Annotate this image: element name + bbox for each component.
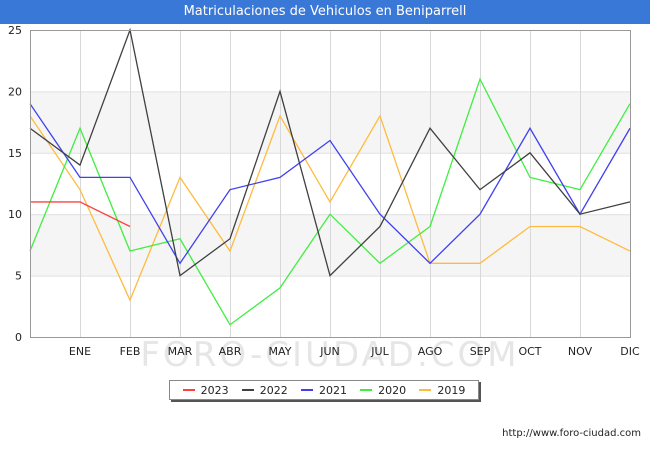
y-tick-label: 15 bbox=[8, 147, 22, 160]
x-tick-label: ENE bbox=[69, 345, 91, 358]
legend-swatch bbox=[360, 389, 373, 391]
series-line-2019 bbox=[29, 114, 631, 302]
x-tick-label: AGO bbox=[418, 345, 443, 358]
series-line-2021 bbox=[29, 103, 631, 265]
legend-item-2020: 2020 bbox=[360, 384, 406, 397]
legend-item-2022: 2022 bbox=[241, 383, 288, 397]
x-tick-label: DIC bbox=[620, 345, 640, 358]
x-tick-label: MAR bbox=[168, 345, 193, 358]
legend-label: 2023 bbox=[200, 383, 229, 397]
x-tick-label: JUN bbox=[319, 345, 340, 358]
legend-label: 2022 bbox=[259, 383, 288, 397]
series-line-2023 bbox=[30, 201, 131, 228]
legend-label: 2020 bbox=[378, 383, 407, 397]
x-tick-label: JUL bbox=[370, 345, 389, 358]
legend-item-2019: 2019 bbox=[419, 384, 465, 397]
x-tick-label: ABR bbox=[219, 345, 242, 358]
legend-swatch bbox=[419, 389, 432, 391]
x-axis-ticks: ENE FEB MAR ABR MAY JUN JUL AGO SEP OCT NOV DIC bbox=[69, 345, 640, 358]
y-tick-label: 0 bbox=[15, 331, 22, 344]
legend-item-2021: 2021 bbox=[300, 383, 347, 397]
series-line-2020 bbox=[29, 77, 631, 326]
y-tick-label: 25 bbox=[8, 24, 22, 37]
x-tick-label: SEP bbox=[470, 345, 491, 358]
watermark: FORO-CIUDAD.COM bbox=[140, 335, 519, 375]
legend-label: 2021 bbox=[318, 383, 347, 397]
y-tick-label: 10 bbox=[8, 208, 22, 221]
x-tick-label: MAY bbox=[269, 345, 292, 358]
legend-item-2023: 2023 bbox=[182, 383, 229, 397]
legend-swatch bbox=[182, 389, 195, 391]
legend-label: 2019 bbox=[437, 383, 466, 397]
x-tick-label: OCT bbox=[518, 345, 541, 358]
x-tick-label: FEB bbox=[120, 345, 141, 358]
legend-swatch bbox=[241, 389, 254, 391]
y-axis-ticks: 0 5 10 15 20 25 bbox=[8, 24, 22, 344]
x-tick-label: NOV bbox=[568, 345, 593, 358]
legend: 2023 2022 2021 2020 2019 bbox=[169, 380, 479, 400]
chart-title: Matriculaciones de Vehiculos en Beniparr… bbox=[0, 0, 650, 24]
footer-url[interactable]: http://www.foro-ciudad.com bbox=[502, 428, 641, 439]
legend-swatch bbox=[300, 389, 313, 391]
y-tick-label: 5 bbox=[15, 270, 22, 283]
plot-border bbox=[30, 30, 631, 338]
y-tick-label: 20 bbox=[8, 85, 22, 98]
